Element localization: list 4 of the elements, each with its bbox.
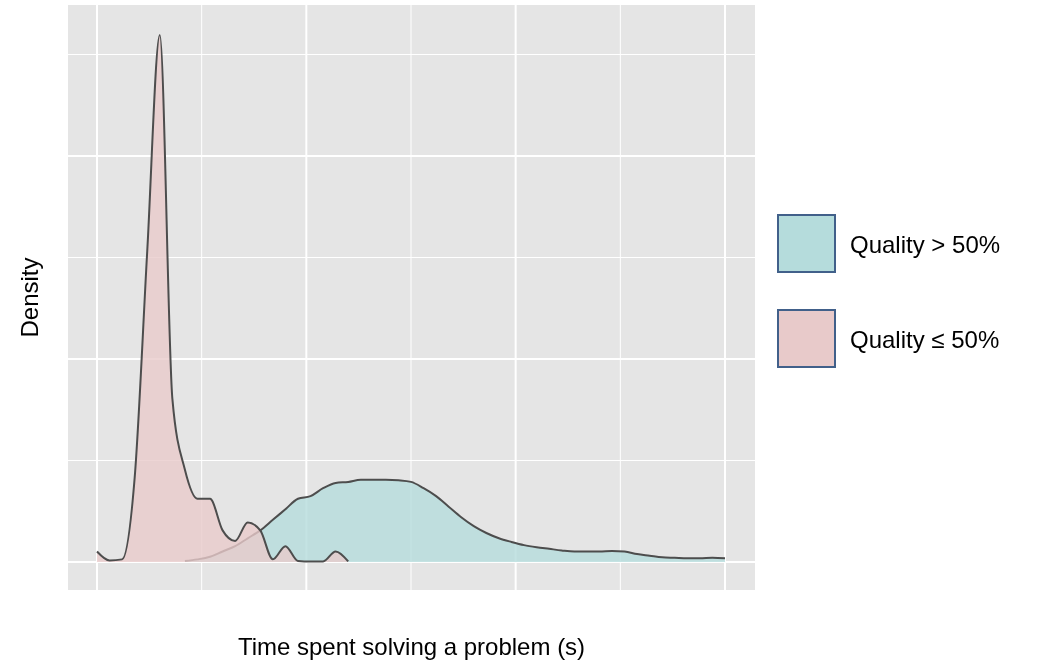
x-axis-title: Time spent solving a problem (s) [237, 633, 586, 660]
legend-label: Quality > 50% [850, 231, 1001, 258]
y-axis-title: Density [16, 257, 43, 338]
legend-label: Quality ≤ 50% [850, 326, 1000, 353]
